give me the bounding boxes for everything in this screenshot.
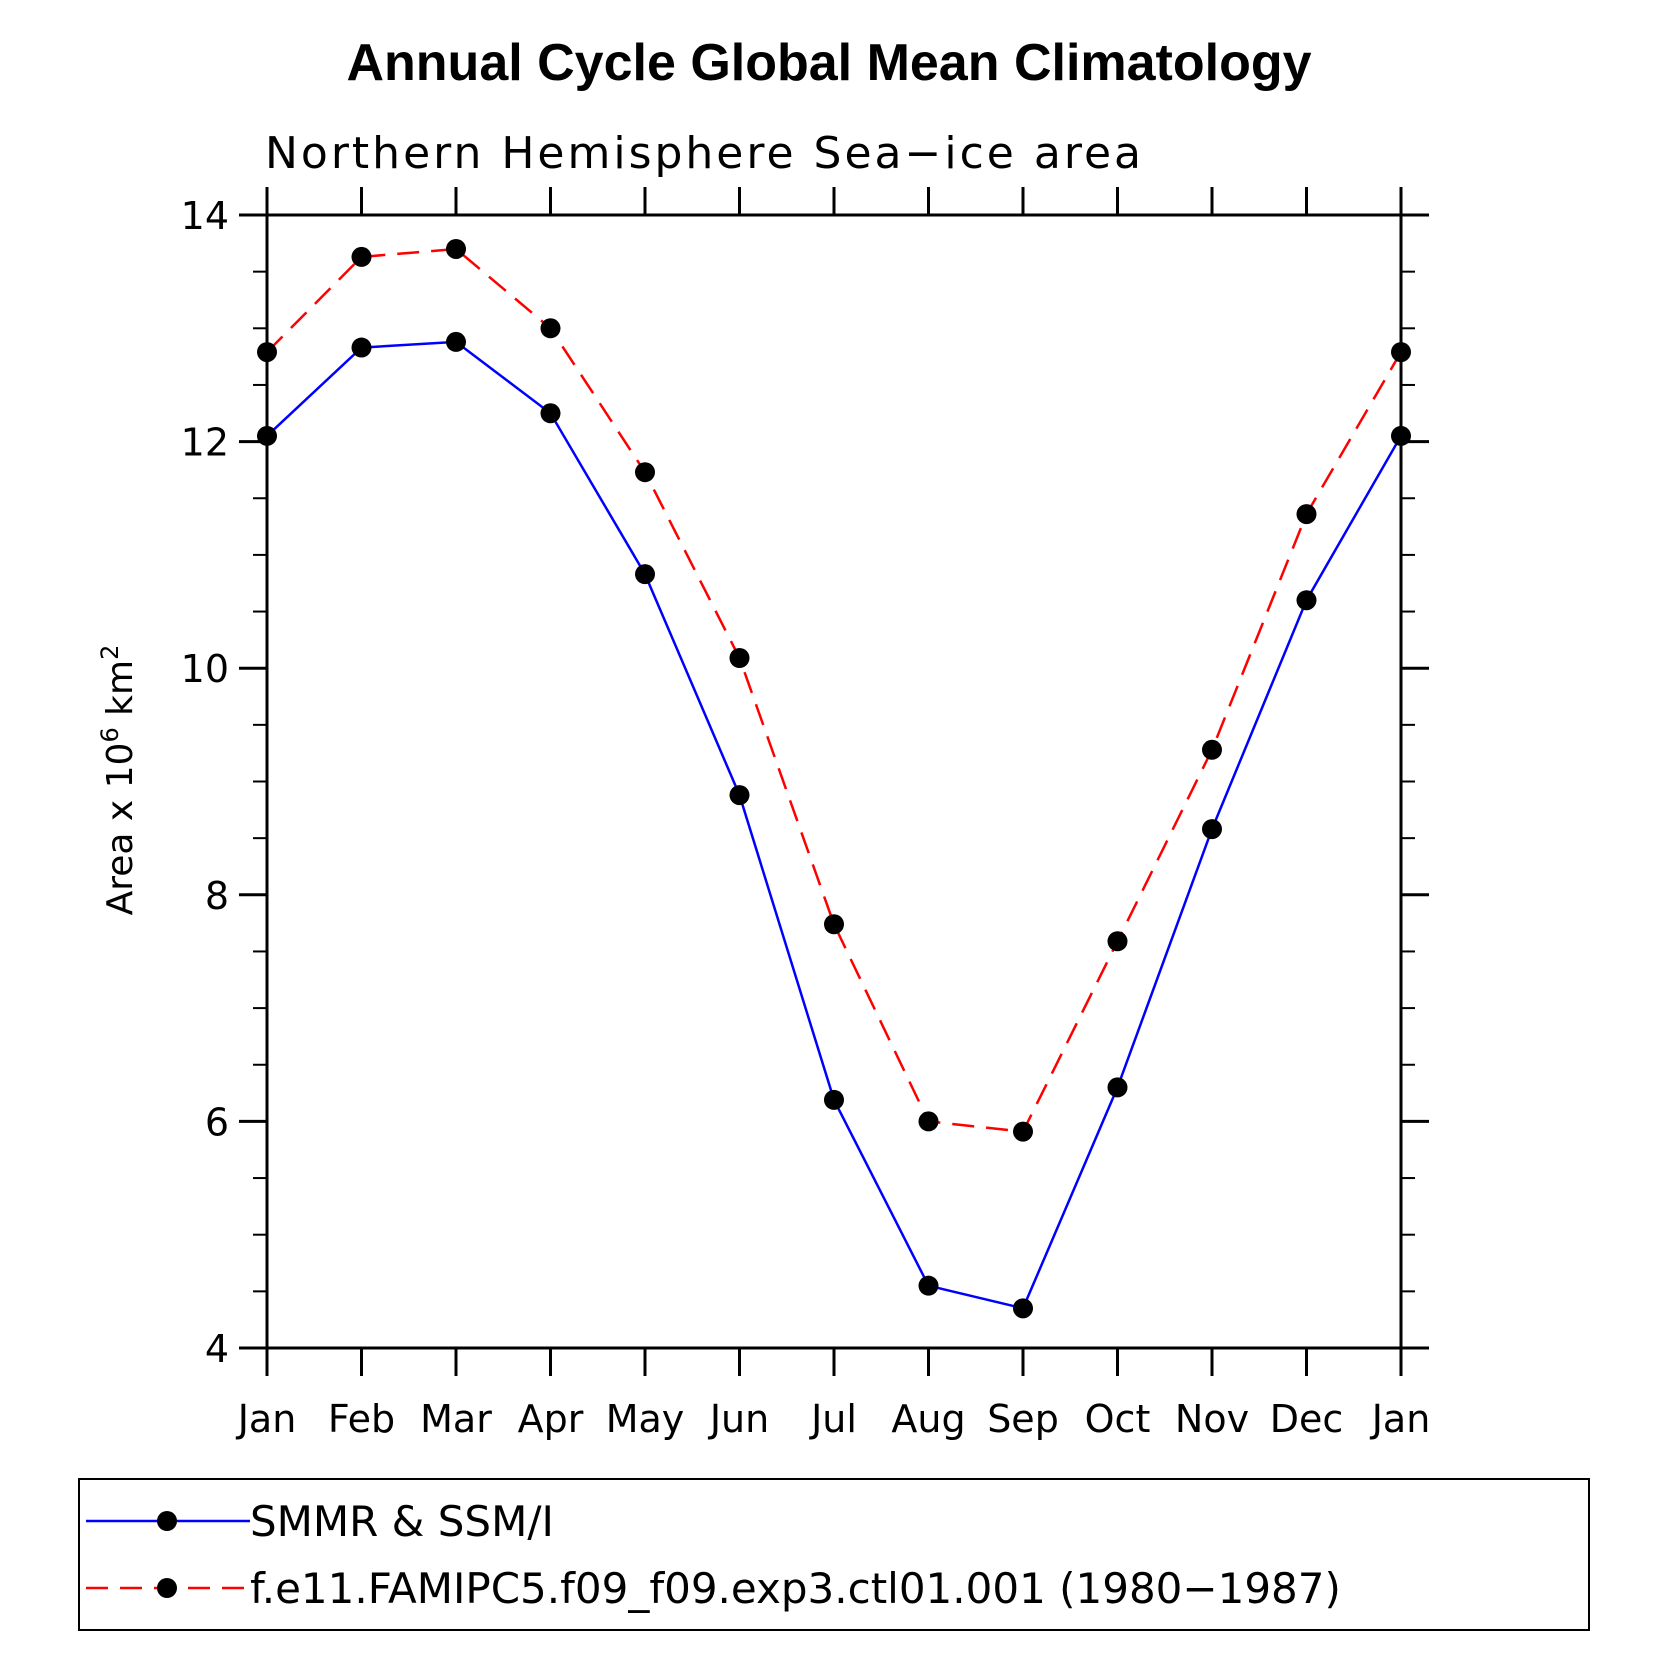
legend-label-model: f.e11.FAMIPC5.f09_f09.exp3.ctl01.001 (19… bbox=[250, 1564, 1341, 1613]
data-point-s0-11 bbox=[1296, 590, 1317, 611]
data-point-s0-8 bbox=[1013, 1298, 1033, 1319]
data-point-s0-7 bbox=[918, 1275, 939, 1296]
data-point-s0-10 bbox=[1202, 819, 1222, 840]
chart-title: Annual Cycle Global Mean Climatology bbox=[346, 34, 1311, 92]
data-point-s1-7 bbox=[918, 1111, 939, 1132]
x-tick-label: Apr bbox=[518, 1397, 584, 1441]
x-tick-label: Mar bbox=[420, 1397, 492, 1441]
y-tick-label: 4 bbox=[205, 1327, 229, 1371]
x-tick-label: Dec bbox=[1270, 1397, 1344, 1441]
legend-marker-model bbox=[157, 1578, 177, 1598]
x-tick-label: Jan bbox=[236, 1397, 297, 1441]
data-point-s1-9 bbox=[1107, 931, 1128, 952]
y-axis-label-unit-sup: 2 bbox=[96, 645, 124, 660]
tick-labels: Jan Feb Mar Apr May Jun Jul Aug Sep Oct Nov Dec Jan4… bbox=[181, 194, 1431, 1441]
series-points bbox=[257, 238, 1411, 1319]
y-axis-label-main: Area x 10 bbox=[100, 743, 141, 916]
plot-frame bbox=[265, 213, 1403, 1350]
data-point-s0-6 bbox=[824, 1089, 844, 1110]
x-tick-label: Nov bbox=[1175, 1397, 1249, 1441]
y-tick-label: 6 bbox=[205, 1100, 229, 1144]
data-point-s1-10 bbox=[1202, 739, 1222, 760]
y-tick-label: 14 bbox=[181, 194, 229, 238]
chart-subtitle: Northern Hemisphere Sea−ice area bbox=[265, 128, 1144, 179]
data-point-s1-4 bbox=[635, 462, 655, 483]
y-tick-label: 12 bbox=[181, 421, 229, 465]
y-axis-label: Area x 106 km2 bbox=[96, 645, 141, 916]
x-tick-label: Jun bbox=[708, 1397, 769, 1441]
series-line-0 bbox=[266, 340, 1403, 1310]
data-point-s0-9 bbox=[1107, 1077, 1128, 1098]
x-tick-label: Sep bbox=[987, 1397, 1059, 1441]
legend-label-smmr: SMMR & SSM/I bbox=[250, 1497, 554, 1546]
x-tick-label: Jul bbox=[809, 1397, 857, 1441]
data-point-s0-5 bbox=[729, 785, 750, 806]
x-tick-label: Feb bbox=[328, 1397, 395, 1441]
data-point-s1-2 bbox=[446, 238, 466, 259]
data-point-s0-2 bbox=[446, 331, 466, 352]
y-tick-label: 10 bbox=[181, 647, 229, 691]
data-point-s0-1 bbox=[351, 337, 372, 358]
legend: SMMR & SSM/I f.e11.FAMIPC5.f09_f09.exp3.… bbox=[78, 1478, 1590, 1631]
data-point-s1-1 bbox=[351, 246, 372, 267]
x-tick-label: Aug bbox=[891, 1397, 965, 1441]
legend-marker-smmr bbox=[157, 1511, 177, 1531]
x-tick-label: May bbox=[606, 1397, 685, 1441]
data-point-s0-4 bbox=[635, 564, 655, 585]
y-tick-label: 8 bbox=[205, 874, 229, 918]
y-axis-label-sup: 6 bbox=[96, 727, 124, 742]
data-point-s1-3 bbox=[540, 318, 561, 339]
data-point-s1-6 bbox=[824, 914, 844, 935]
axis-ticks bbox=[239, 187, 1429, 1376]
data-point-s1-5 bbox=[729, 648, 750, 669]
x-tick-label: Oct bbox=[1085, 1397, 1151, 1441]
x-tick-label: Jan bbox=[1370, 1397, 1431, 1441]
data-point-s1-11 bbox=[1296, 504, 1317, 525]
legend-box bbox=[78, 1478, 1590, 1631]
series-lines bbox=[266, 247, 1403, 1310]
data-point-s0-3 bbox=[540, 403, 561, 424]
y-axis-label-unit: km bbox=[100, 660, 141, 716]
series-line-1 bbox=[266, 247, 1403, 1133]
data-point-s1-8 bbox=[1013, 1121, 1033, 1142]
